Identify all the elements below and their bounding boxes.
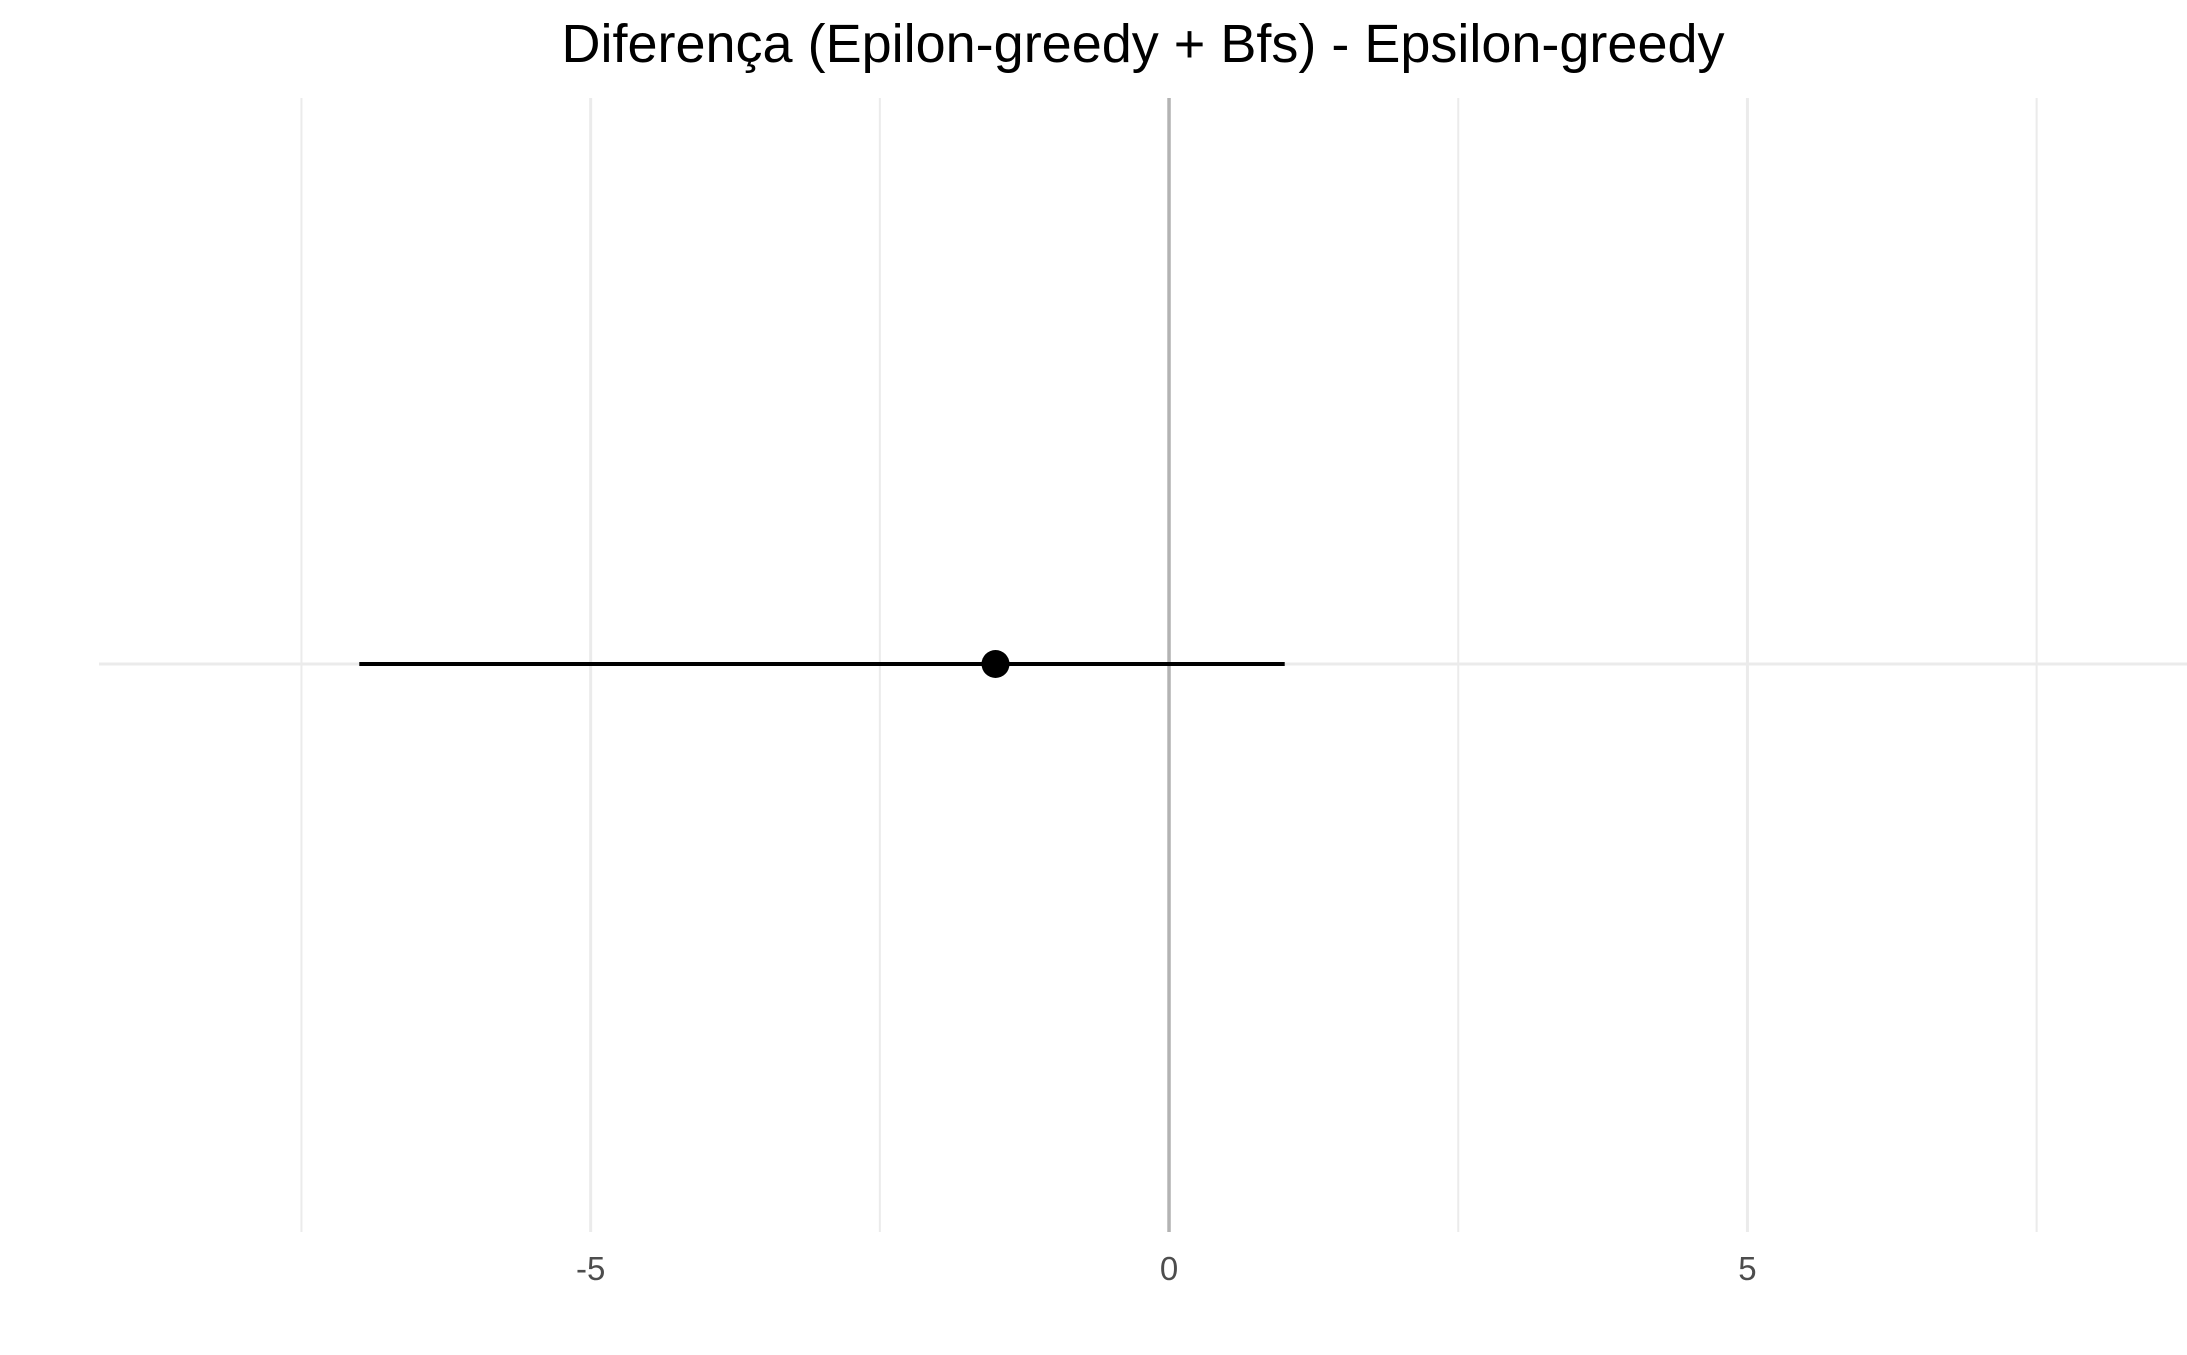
data-layer	[359, 650, 1285, 678]
x-tick-label: 0	[1160, 1250, 1178, 1287]
estimate-point	[981, 650, 1010, 678]
chart-title: Diferença (Epilon-greedy + Bfs) - Epsilo…	[561, 14, 1724, 74]
x-tick-label: 5	[1738, 1250, 1756, 1287]
x-axis-tick-labels: -5 0 5	[576, 1250, 1757, 1287]
x-tick-label: -5	[576, 1250, 605, 1287]
